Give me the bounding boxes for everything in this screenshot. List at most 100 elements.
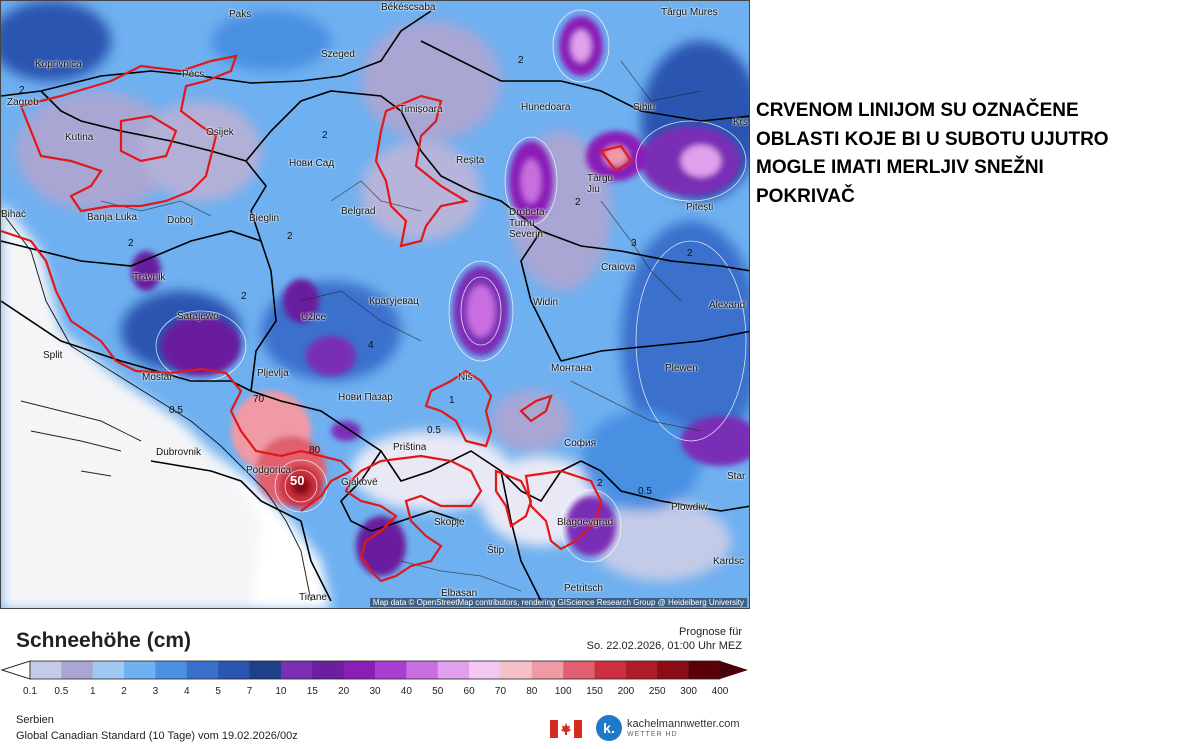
contour-label: 2 [322,130,328,141]
legend-color-swatch [124,661,156,679]
city-label: Krs [733,117,748,128]
legend-tick-label: 60 [463,686,475,697]
legend-arrow-low [0,660,31,680]
city-label: Dubrovnik [156,447,202,458]
city-label: Widin [533,297,559,308]
city-label: Niš [458,372,473,383]
annotation-text: CRVENOM LINIJOM SU OZNAČENE OBLASTI KOJE… [756,97,1196,211]
city-label: Mostar [142,372,173,383]
legend-color-swatch [61,661,94,679]
legend-color-swatch [469,661,501,679]
legend-tick-label: 4 [184,686,190,697]
city-label: Pécs [182,69,205,80]
legend-tick-label: 0.5 [54,686,69,697]
logo-text: kachelmannwetter.com [627,718,740,730]
city-label: Нови Пазар [338,392,393,403]
contour-label: 1 [449,395,455,406]
snow-depth-map: Paks Békéscsaba Târgu Mureș Koprivnica P… [0,0,750,609]
model-label: Global Canadian Standard (10 Tage) vom 1… [16,730,298,742]
city-label: Petritsch [564,583,603,594]
contour-label: 0.5 [427,425,441,436]
legend-tick-label: 300 [680,686,697,697]
legend-color-swatch [594,661,627,679]
city-label: Kutina [65,132,94,143]
legend-tick-label: 20 [338,686,350,697]
contour-label: 3 [631,238,637,249]
contour-label: 2 [597,478,603,489]
city-label: Blagoevgrad [557,517,614,528]
contour-label: 2 [575,197,581,208]
city-label: Belgrad [341,206,376,217]
legend-color-swatch [625,661,658,679]
legend-color-swatch [375,661,407,679]
legend-color-swatch [406,661,439,679]
legend-tick-label: 400 [711,686,729,697]
forecast-time: So. 22.02.2026, 01:00 Uhr MEZ [586,640,742,652]
legend-color-swatch [30,661,62,679]
city-label: София [564,438,597,449]
city-label: Szeged [321,49,355,60]
city-label: Split [43,350,63,361]
annotation-line: CRVENOM LINIJOM SU OZNAČENE [756,100,1079,121]
logo-subtext: WETTER HD [627,731,678,738]
legend-color-swatch [437,661,470,679]
map-attribution: Map data © OpenStreetMap contributors, r… [369,598,747,607]
legend-tick-label: 1 [89,686,96,697]
city-label: Osijek [206,127,234,138]
contour-label: 80 [309,445,321,456]
city-label: Podgorica [246,465,292,476]
legend-arrow-high [720,661,748,679]
city-label: Bieglin [249,213,280,224]
legend-tick-label: 40 [400,686,412,697]
legend-color-swatch [500,661,533,679]
city-label: Reșița [456,155,485,166]
legend-color-swatch [155,661,188,679]
contour-label: 2 [687,248,693,259]
kachelmann-logo-icon: k. [596,715,622,741]
city-label: Koprivnica [35,59,82,70]
legend-color-swatch [249,661,282,679]
city-label: Banja Luka [87,212,138,223]
canada-flag-icon [550,720,582,738]
legend-tick-label: 30 [369,686,381,697]
legend-border [29,660,721,680]
city-label: Craiova [601,262,636,273]
city-label: Pitești [686,202,714,213]
city-label: Paks [229,9,252,20]
city-label: Alexand [709,300,746,311]
city-label: Drobeta-Turnu Severin [509,207,548,240]
legend-tick-label: 100 [554,686,572,697]
city-label: Doboj [167,215,194,226]
contour-label: 2 [19,85,25,96]
contour-label: 2 [241,291,247,302]
contour-label: 0.5 [169,405,183,416]
city-label: Нови Сад [289,158,335,169]
color-scale-ticks: 0.1 0.5 1 2 3 4 5 7 10 15 20 30 40 50 60 70 80 100 150 200 2… [0,686,750,700]
legend-color-swatch [531,661,564,679]
legend-tick-label: 15 [306,686,318,697]
legend-color-swatch [688,661,721,679]
city-label: Plowdiw [671,502,708,513]
region-label: Serbien [16,714,54,726]
legend-tick-label: 3 [152,686,159,697]
city-label: Zagreb [7,97,39,108]
city-label: Târgu Mureș [661,7,718,18]
legend-tick-label: 5 [215,686,221,697]
city-label: Travnik [133,272,166,283]
legend-color-swatch [280,661,313,679]
legend-tick-label: 50 [432,686,444,697]
legend-color-swatch [343,661,376,679]
legend-tick-label: 250 [648,686,666,697]
contour-label: 2 [128,238,134,249]
forecast-label: Prognose für [679,626,742,638]
city-label: Plewen [665,363,698,374]
legend-tick-label: 0.1 [23,686,37,697]
contour-label: 70 [253,394,265,405]
city-label: Pljevlja [257,368,289,379]
legend-tick-label: 70 [494,686,507,697]
annotation-line: OBLASTI KOJE BI U SUBOTU UJUTRO [756,128,1109,150]
legend-tick-label: 10 [275,686,287,697]
city-label: Târgu Jiu [587,173,614,195]
city-label: Skopje [434,517,465,528]
contour-label: 50 [290,473,305,488]
